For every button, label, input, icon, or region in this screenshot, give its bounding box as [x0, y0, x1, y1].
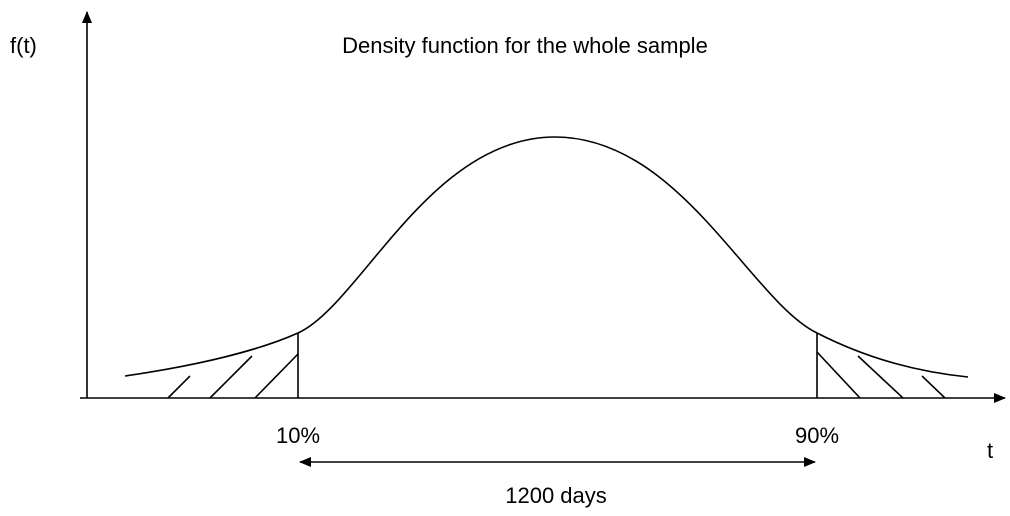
y-axis-label: f(t) — [10, 33, 37, 58]
marker-label: 10% — [276, 423, 320, 448]
tail-hatching — [167, 351, 946, 399]
span-label: 1200 days — [505, 483, 607, 508]
density-curve — [124, 136, 969, 378]
marker-label: 90% — [795, 423, 839, 448]
x-axis-label: t — [987, 438, 993, 463]
diagram-title: Density function for the whole sample — [342, 33, 708, 58]
